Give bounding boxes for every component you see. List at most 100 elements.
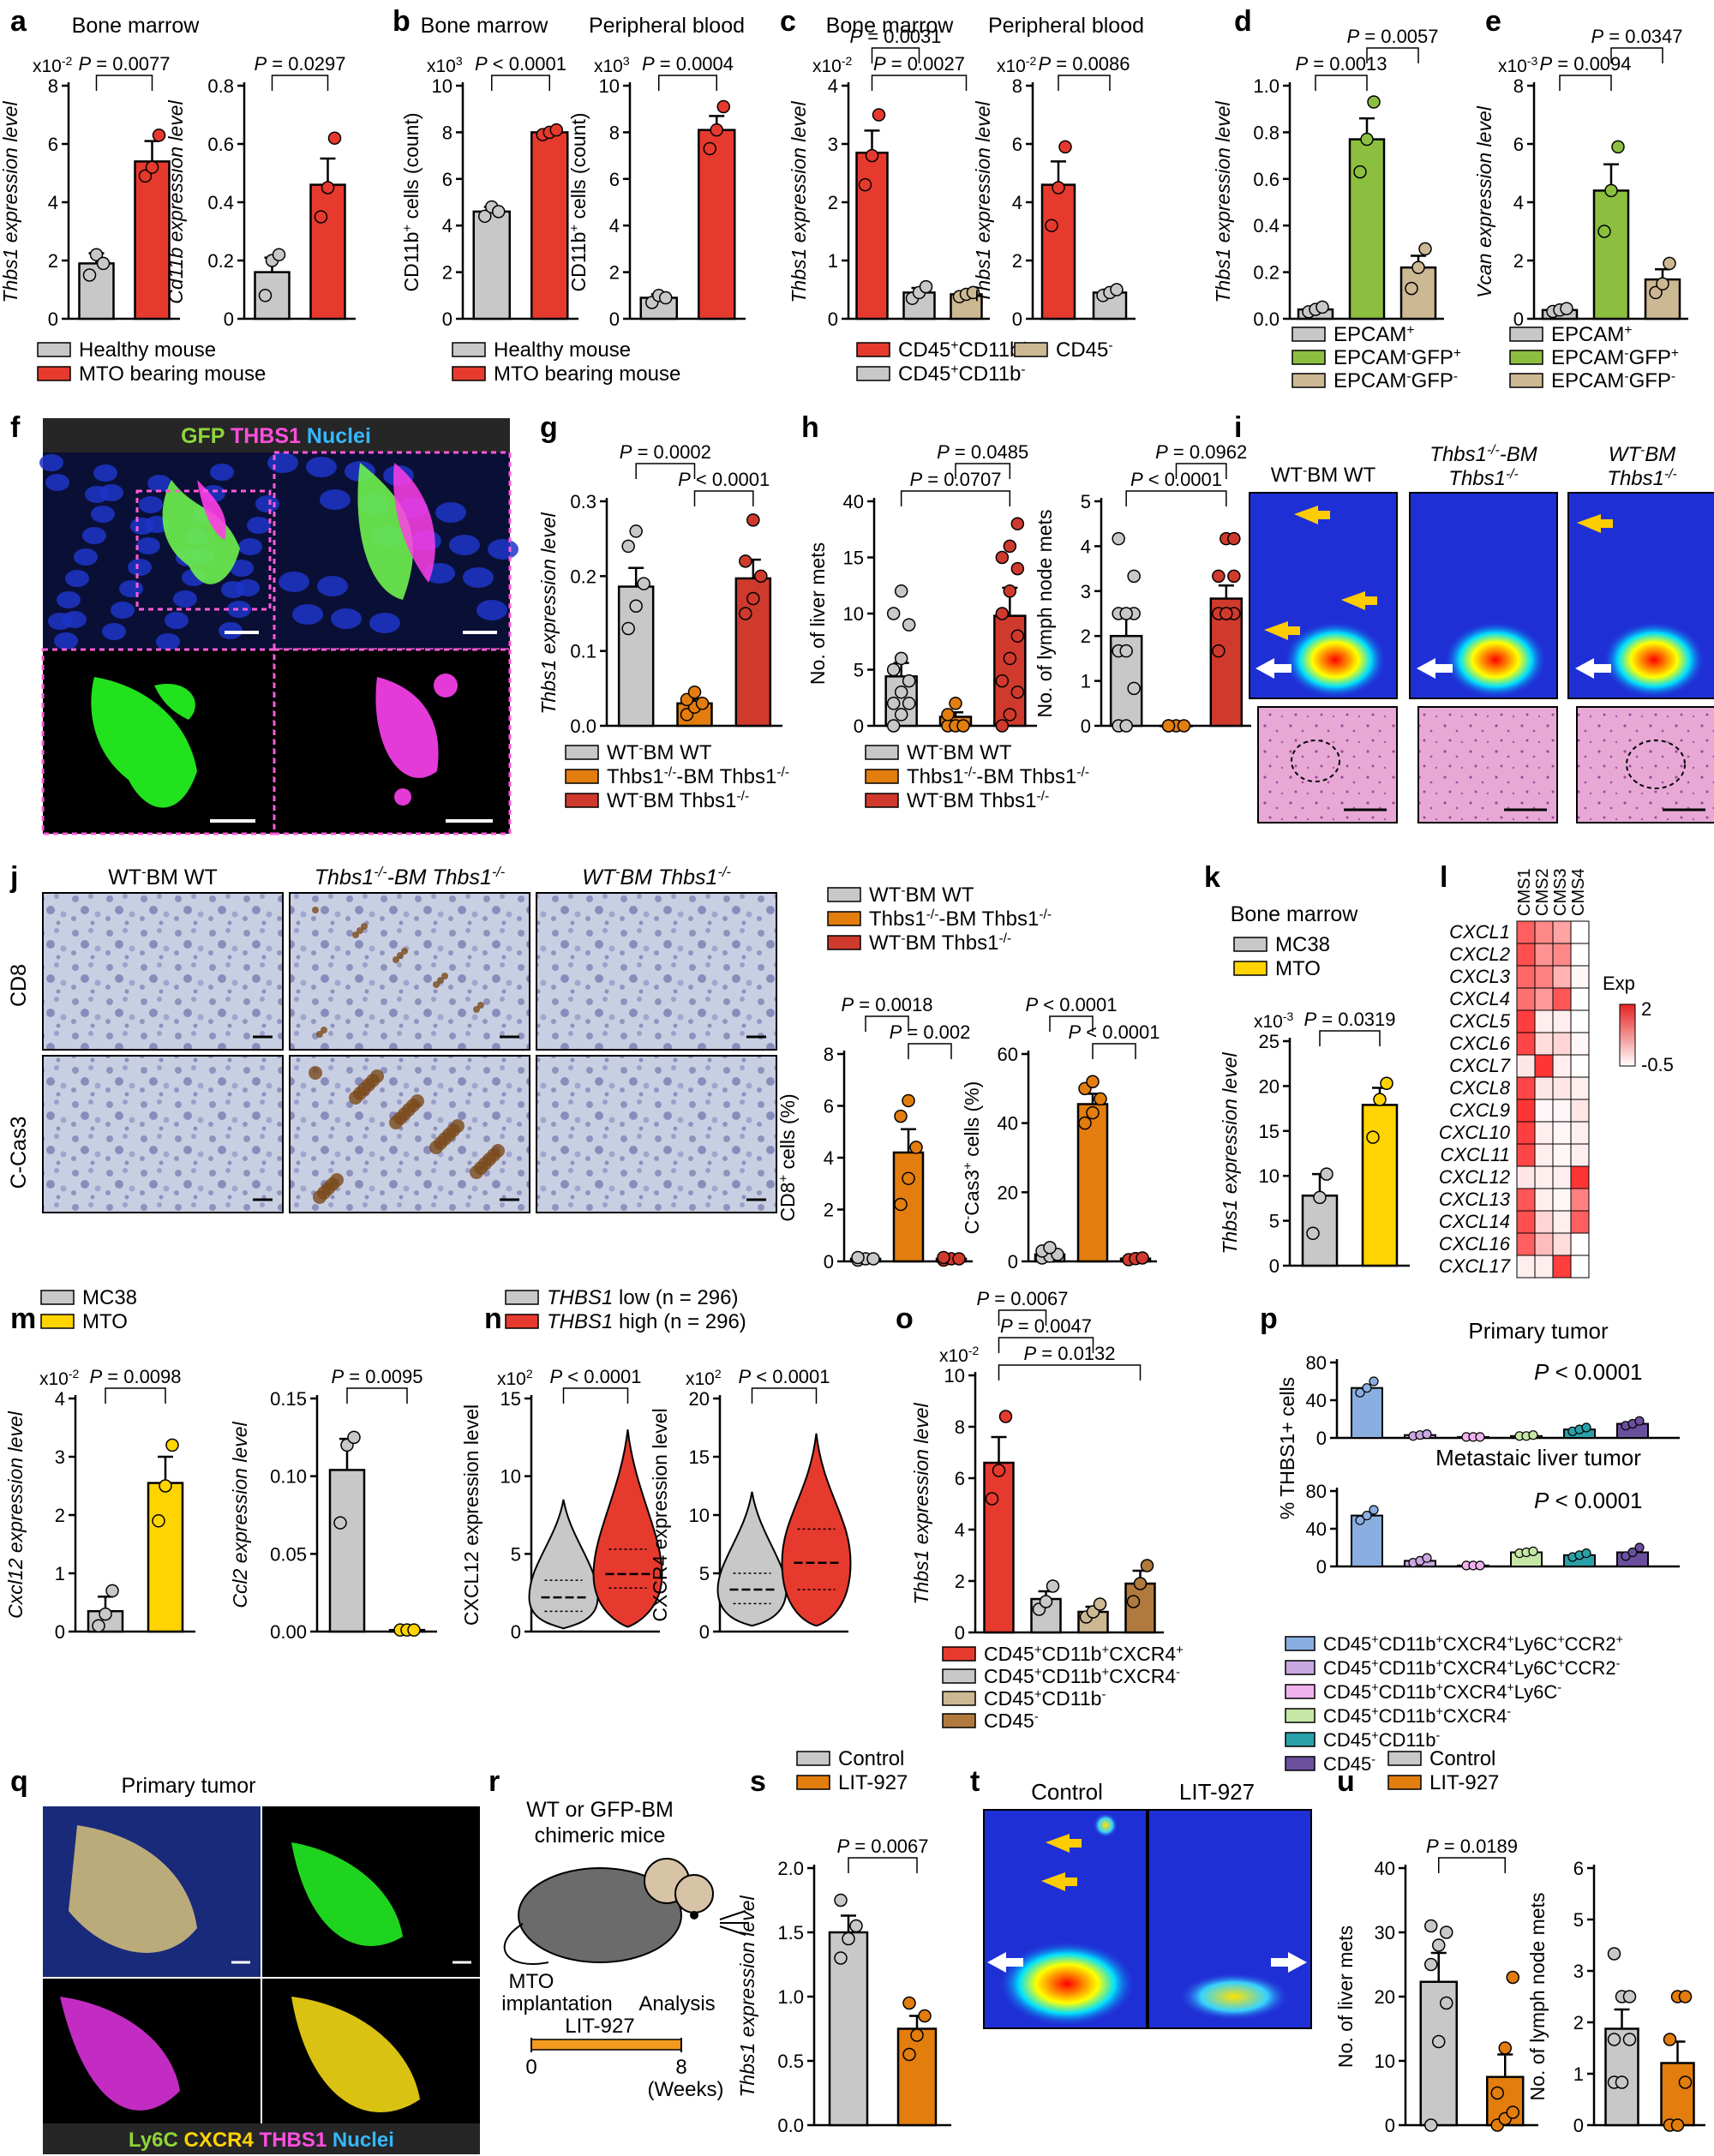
nucleus <box>279 572 309 592</box>
axis-scale-label: x10-2 <box>812 54 853 76</box>
y-axis-label: No. of liver mets <box>806 542 829 685</box>
text-span: CXCR4 <box>1443 1705 1507 1727</box>
heatmap-cell <box>1570 1165 1590 1189</box>
arrow-yellow <box>1041 1872 1077 1891</box>
y-axis-label: No. of liver mets <box>1334 1925 1357 2068</box>
text-span: CD11b <box>958 362 1021 386</box>
image-label: Thbs1-/- <box>1448 467 1518 491</box>
text-span: EPCAM <box>1551 323 1624 346</box>
nucleus <box>156 633 180 650</box>
y-tick-label: 0.15 <box>270 1388 307 1410</box>
dab-stain <box>441 973 448 979</box>
data-point <box>1046 1579 1060 1593</box>
data-point <box>1627 1547 1638 1558</box>
heatmap-cell <box>1534 1076 1554 1100</box>
p-value: P = 0.0047 <box>1000 1315 1092 1337</box>
schematic-title: WT or GFP-BM <box>526 1798 674 1822</box>
data-point <box>998 1410 1013 1423</box>
data-point <box>407 1623 421 1637</box>
arrow-yellow <box>1577 514 1613 533</box>
text-span: CD11b <box>1042 1665 1102 1687</box>
superscript: -/- <box>776 765 789 780</box>
timeline-tick-label: 8 <box>675 2056 686 2079</box>
legend-label: EPCAM+ <box>1551 323 1632 347</box>
y-tick-label: 0 <box>955 1622 965 1644</box>
color-scale-max: 2 <box>1641 998 1651 1020</box>
y-tick-label: 2 <box>955 1571 965 1592</box>
micrograph-q <box>43 1806 480 2153</box>
heatmap-cell <box>1534 1165 1554 1189</box>
dab-stain <box>473 1006 480 1013</box>
p-symbol: P <box>738 1366 751 1387</box>
text-span: EPCAM <box>1333 323 1406 346</box>
legend-swatch <box>1291 350 1326 365</box>
y-tick-label: 10 <box>689 1505 710 1526</box>
data-point <box>159 1479 172 1493</box>
bar <box>1399 266 1437 320</box>
p-text: = 0.0047 <box>1013 1315 1092 1337</box>
gfp-channel <box>154 684 195 720</box>
superscript: + <box>1435 1681 1442 1695</box>
axis-scale-label: x10-2 <box>997 54 1037 76</box>
superscript: - <box>1101 1687 1106 1702</box>
scale-exponent: 3 <box>623 54 630 68</box>
data-point <box>1678 1990 1693 2003</box>
y-tick-label: 0 <box>699 1621 710 1643</box>
text-span: MTO bearing mouse <box>494 362 680 386</box>
y-tick-label: 40 <box>1375 1858 1395 1879</box>
data-point <box>739 607 752 620</box>
legend-label: CD45+CD11b+CXCR4+Ly6C+CCR2+ <box>1323 1633 1623 1655</box>
data-point <box>1119 607 1133 620</box>
heatmap-cell <box>1552 1143 1572 1167</box>
legend-label: THBS1 high (n = 296) <box>547 1310 746 1333</box>
mouse-ear <box>674 1874 714 1913</box>
data-point <box>1678 2075 1693 2089</box>
text-span: WT <box>607 789 639 812</box>
data-point <box>910 2028 924 2042</box>
data-point <box>985 1492 999 1506</box>
gfp-signal <box>357 463 413 600</box>
data-point <box>1581 1548 1591 1559</box>
y-tick-label: 2 <box>1081 626 1091 647</box>
legend-label: WT-BM WT <box>607 741 712 765</box>
p-bracket <box>562 1387 629 1404</box>
panel-header: Bone marrow <box>72 14 201 38</box>
legend-n: THBS1 low (n = 296)THBS1 high (n = 296) <box>505 1286 746 1333</box>
scale-base: x10 <box>686 1369 715 1389</box>
p-value: P = 0.0485 <box>937 441 1028 463</box>
p-symbol: P <box>1303 1009 1316 1030</box>
legend-swatch <box>856 342 890 357</box>
p-value: P = 0.0067 <box>976 1288 1068 1309</box>
p-bracket <box>751 1387 818 1404</box>
scale-base: x10 <box>594 57 623 76</box>
legend-label: WT-BM WT <box>869 883 974 907</box>
p-symbol: P <box>1346 26 1359 47</box>
heatmap-cell <box>1516 1255 1536 1279</box>
text-span: BM WT <box>644 741 712 764</box>
p-text: = 0.0707 <box>922 469 1001 490</box>
legend-swatch <box>865 769 899 784</box>
legend-swatch <box>1509 350 1543 365</box>
text-span: Thbs1 <box>1429 443 1487 466</box>
panel-letter: d <box>1234 5 1252 38</box>
ihc-image <box>42 892 284 1051</box>
superscript: + <box>1507 1633 1513 1647</box>
text-span: WT <box>607 741 639 764</box>
nucleus <box>236 579 260 596</box>
superscript: -/- <box>736 789 749 804</box>
legend-swatch <box>1285 1708 1315 1723</box>
text-span: Thbs1 <box>869 907 926 931</box>
y-tick-label: 6 <box>955 1468 965 1489</box>
bar <box>147 1482 184 1633</box>
data-point <box>1475 1432 1485 1442</box>
text-span: MC38 <box>1275 933 1330 956</box>
text-span: -BM <box>1500 443 1537 466</box>
image-label: Control <box>1031 1779 1103 1805</box>
superscript: + <box>1557 1633 1564 1647</box>
p-symbol: P <box>1426 1836 1439 1857</box>
data-point <box>949 697 962 710</box>
column-label: Thbs1-/--BM Thbs1-/- <box>315 865 506 889</box>
